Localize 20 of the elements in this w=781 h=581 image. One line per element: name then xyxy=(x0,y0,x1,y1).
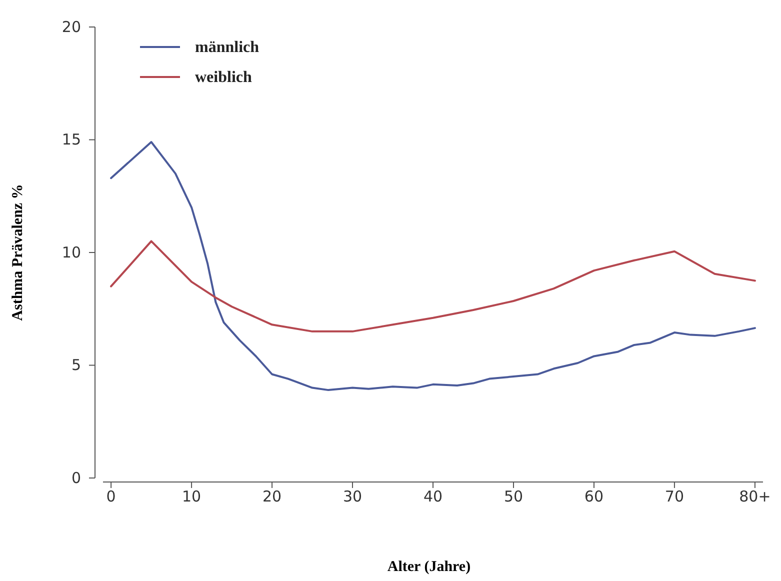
line-series xyxy=(110,141,756,392)
y-tick-label: 15 xyxy=(62,130,81,149)
line-series xyxy=(110,240,756,332)
x-tick-label: 30 xyxy=(342,488,362,506)
y-tick-label: 0 xyxy=(71,468,81,487)
legend-label: männlich xyxy=(195,39,260,56)
x-tick-label: 50 xyxy=(504,488,524,506)
y-tick-label: 20 xyxy=(62,18,81,36)
x-tick-label: 0 xyxy=(106,488,116,506)
x-tick-label: 70 xyxy=(664,488,684,506)
x-tick-label: 20 xyxy=(262,488,282,506)
y-axis-title: Asthma Prävalenz % xyxy=(10,184,26,321)
x-axis-title: Alter (Jahre) xyxy=(387,559,471,575)
x-tick-label: 80+ xyxy=(739,488,771,506)
y-tick-label: 10 xyxy=(62,243,81,262)
legend-label: weiblich xyxy=(195,69,252,86)
x-tick-label: 10 xyxy=(182,488,202,506)
x-tick-label: 40 xyxy=(423,488,443,506)
x-tick-label: 60 xyxy=(584,488,604,506)
y-tick-label: 5 xyxy=(71,356,81,374)
